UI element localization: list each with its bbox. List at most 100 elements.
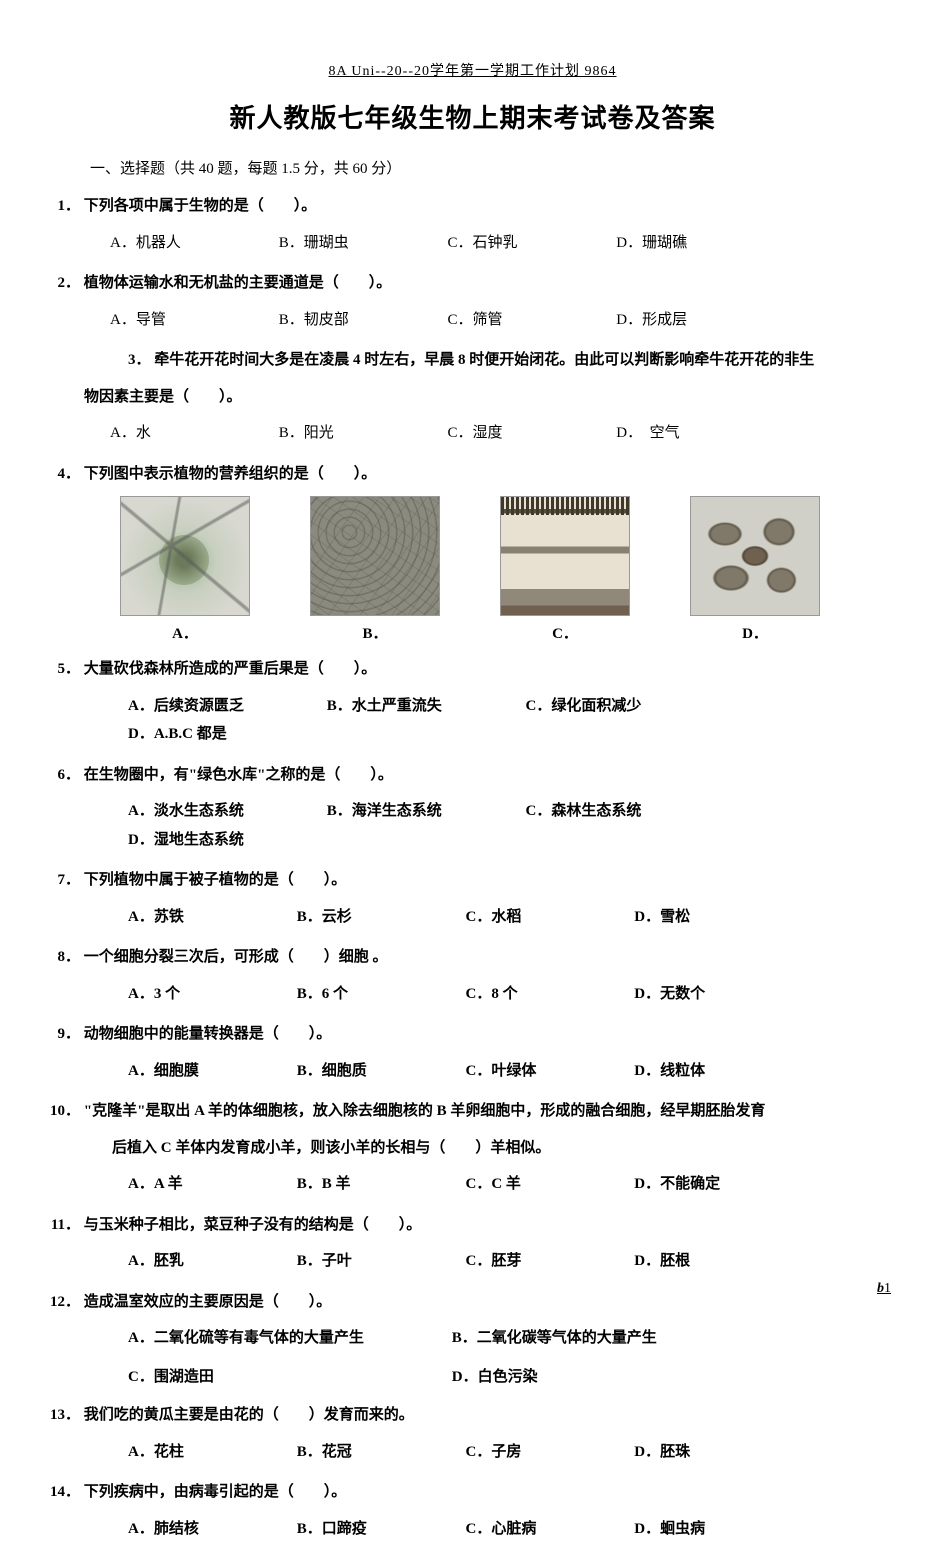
q11-num: 11．: [50, 1211, 80, 1240]
q1-opt-d: D．珊瑚礁: [616, 229, 781, 258]
q5-opt-c: C．绿化面积减少: [526, 692, 721, 721]
question-5: 5． 大量砍伐森林所造成的严重后果是（ ）。: [50, 655, 895, 684]
q11-opt-b: B．子叶: [297, 1247, 462, 1276]
q4-images: [120, 496, 895, 616]
q3-opt-b: B．阳光: [279, 419, 444, 448]
q2-num: 2．: [50, 269, 80, 298]
q7-opt-a: A．苏铁: [128, 903, 293, 932]
q10-options: A．A 羊 B．B 羊 C．C 羊 D．不能确定: [128, 1170, 895, 1199]
q13-opt-b: B．花冠: [297, 1438, 462, 1467]
q1-text: 下列各项中属于生物的是（ ）。: [84, 198, 317, 214]
q5-text: 大量砍伐森林所造成的严重后果是（ ）。: [84, 661, 377, 677]
q2-opt-d: D．形成层: [616, 306, 781, 335]
q14-opt-d: D．蛔虫病: [634, 1515, 799, 1543]
q7-num: 7．: [50, 866, 80, 895]
question-14: 14． 下列疾病中，由病毒引起的是（ ）。: [50, 1478, 895, 1507]
question-8: 8． 一个细胞分裂三次后，可形成（ ）细胞 。: [50, 943, 895, 972]
q14-num: 14．: [50, 1478, 80, 1507]
q8-opt-c: C．8 个: [466, 980, 631, 1009]
q7-opt-c: C．水稻: [466, 903, 631, 932]
q4-label-d: D．: [690, 622, 820, 643]
q2-opt-b: B．韧皮部: [279, 306, 444, 335]
question-9: 9． 动物细胞中的能量转换器是（ ）。: [50, 1020, 895, 1049]
q9-opt-c: C．叶绿体: [466, 1057, 631, 1086]
q13-num: 13．: [50, 1401, 80, 1430]
q8-opt-a: A．3 个: [128, 980, 293, 1009]
q10-opt-a: A．A 羊: [128, 1170, 293, 1199]
q14-opt-a: A．肺结核: [128, 1515, 293, 1543]
q6-opt-c: C．森林生态系统: [526, 797, 721, 826]
tissue-image-a: [120, 496, 250, 616]
q5-opt-b: B．水土严重流失: [327, 692, 522, 721]
q2-opt-c: C．筛管: [448, 306, 613, 335]
q6-opt-b: B．海洋生态系统: [327, 797, 522, 826]
q9-text: 动物细胞中的能量转换器是（ ）。: [84, 1026, 332, 1042]
tissue-image-c: [500, 496, 630, 616]
q5-options: A．后续资源匮乏 B．水土严重流失 C．绿化面积减少 D．A.B.C 都是: [128, 692, 895, 749]
q14-opt-c: C．心脏病: [466, 1515, 631, 1543]
question-2: 2． 植物体运输水和无机盐的主要通道是（ ）。: [50, 269, 895, 298]
q10-text2: 后植入 C 羊体内发育成小羊，则该小羊的长相与（ ）羊相似。: [112, 1134, 895, 1163]
q3-text2: 物因素主要是（ ）。: [84, 383, 895, 412]
q12-num: 12．: [50, 1288, 80, 1317]
q10-text1: "克隆羊"是取出 A 羊的体细胞核，放入除去细胞核的 B 羊卵细胞中，形成的融合…: [84, 1103, 766, 1119]
q8-opt-b: B．6 个: [297, 980, 462, 1009]
q3-text1: 牵牛花开花时间大多是在凌晨 4 时左右，早晨 8 时便开始闭花。由此可以判断影响…: [154, 352, 814, 368]
q9-opt-b: B．细胞质: [297, 1057, 462, 1086]
q1-opt-c: C．石钟乳: [448, 229, 613, 258]
q5-opt-d: D．A.B.C 都是: [128, 720, 323, 749]
q12-opt-d: D．白色污染: [452, 1363, 772, 1392]
question-3: 3． 牵牛花开花时间大多是在凌晨 4 时左右，早晨 8 时便开始闭花。由此可以判…: [128, 346, 895, 375]
question-13: 13． 我们吃的黄瓜主要是由花的（ ）发育而来的。: [50, 1401, 895, 1430]
q6-opt-a: A．淡水生态系统: [128, 797, 323, 826]
q7-opt-d: D．雪松: [634, 903, 799, 932]
q11-text: 与玉米种子相比，菜豆种子没有的结构是（ ）。: [84, 1217, 422, 1233]
q13-opt-d: D．胚珠: [634, 1438, 799, 1467]
q1-num: 1．: [50, 192, 80, 221]
q4-label-a: A．: [120, 622, 250, 643]
q7-text: 下列植物中属于被子植物的是（ ）。: [84, 872, 347, 888]
q1-opt-b: B．珊瑚虫: [279, 229, 444, 258]
q6-num: 6．: [50, 761, 80, 790]
q3-opt-a: A．水: [110, 419, 275, 448]
q5-opt-a: A．后续资源匮乏: [128, 692, 323, 721]
question-6: 6． 在生物圈中，有"绿色水库"之称的是（ ）。: [50, 761, 895, 790]
q7-options: A．苏铁 B．云杉 C．水稻 D．雪松: [128, 903, 895, 932]
q12-opt-c: C．围湖造田: [128, 1363, 448, 1392]
q12-opt-b: B．二氧化碳等气体的大量产生: [452, 1324, 772, 1353]
q4-text: 下列图中表示植物的营养组织的是（ ）。: [84, 466, 377, 482]
tissue-image-b: [310, 496, 440, 616]
q12-options-row1: A．二氧化硫等有毒气体的大量产生 B．二氧化碳等气体的大量产生: [128, 1324, 895, 1353]
q6-opt-d: D．湿地生态系统: [128, 826, 323, 855]
q1-options: A．机器人 B．珊瑚虫 C．石钟乳 D．珊瑚礁: [110, 229, 895, 258]
q13-options: A．花柱 B．花冠 C．子房 D．胚珠: [128, 1438, 895, 1467]
q2-opt-a: A．导管: [110, 306, 275, 335]
question-7: 7． 下列植物中属于被子植物的是（ ）。: [50, 866, 895, 895]
q9-options: A．细胞膜 B．细胞质 C．叶绿体 D．线粒体: [128, 1057, 895, 1086]
q11-opt-c: C．胚芽: [466, 1247, 631, 1276]
q7-opt-b: B．云杉: [297, 903, 462, 932]
page-number: b1: [877, 1281, 891, 1297]
page-b: b: [877, 1281, 884, 1296]
q9-opt-d: D．线粒体: [634, 1057, 799, 1086]
question-12: 12． 造成温室效应的主要原因是（ ）。: [50, 1288, 895, 1317]
q3-options: A．水 B．阳光 C．湿度 D． 空气: [110, 419, 895, 448]
q5-num: 5．: [50, 655, 80, 684]
q10-opt-c: C．C 羊: [466, 1170, 631, 1199]
q11-options: A．胚乳 B．子叶 C．胚芽 D．胚根: [128, 1247, 895, 1276]
q2-text: 植物体运输水和无机盐的主要通道是（ ）。: [84, 275, 392, 291]
q12-options-row2: C．围湖造田 D．白色污染: [128, 1363, 895, 1392]
question-4: 4． 下列图中表示植物的营养组织的是（ ）。: [50, 460, 895, 489]
q6-text: 在生物圈中，有"绿色水库"之称的是（ ）。: [84, 767, 393, 783]
q8-num: 8．: [50, 943, 80, 972]
q8-opt-d: D．无数个: [634, 980, 799, 1009]
q12-opt-a: A．二氧化硫等有毒气体的大量产生: [128, 1324, 448, 1353]
q6-options: A．淡水生态系统 B．海洋生态系统 C．森林生态系统 D．湿地生态系统: [128, 797, 895, 854]
q11-opt-d: D．胚根: [634, 1247, 799, 1276]
q11-opt-a: A．胚乳: [128, 1247, 293, 1276]
page-n: 1: [884, 1281, 891, 1296]
section-header: 一、选择题（共 40 题，每题 1.5 分，共 60 分）: [90, 157, 895, 178]
q14-text: 下列疾病中，由病毒引起的是（ ）。: [84, 1484, 347, 1500]
page-title: 新人教版七年级生物上期末考试卷及答案: [50, 98, 895, 135]
q4-image-labels: A． B． C． D．: [120, 622, 895, 643]
